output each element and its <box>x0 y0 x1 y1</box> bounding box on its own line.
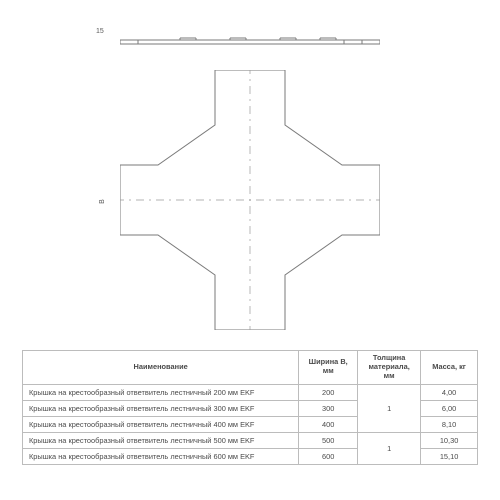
cell-width: 400 <box>299 416 358 432</box>
cell-thickness: 1 <box>358 432 421 464</box>
table-header-row: Наименование Ширина B, мм Толщина матери… <box>23 351 478 385</box>
cell-mass: 8,10 <box>421 416 478 432</box>
cell-width: 500 <box>299 432 358 448</box>
header-thickness: Толщина материала, мм <box>358 351 421 385</box>
header-width: Ширина B, мм <box>299 351 358 385</box>
cell-name: Крышка на крестообразный ответвитель лес… <box>23 384 299 400</box>
table-body: Крышка на крестообразный ответвитель лес… <box>23 384 478 464</box>
cell-width: 300 <box>299 400 358 416</box>
table-row: Крышка на крестообразный ответвитель лес… <box>23 432 478 448</box>
cell-name: Крышка на крестообразный ответвитель лес… <box>23 416 299 432</box>
cell-name: Крышка на крестообразный ответвитель лес… <box>23 448 299 464</box>
top-profile-view <box>120 30 380 50</box>
dimension-height-label: 15 <box>96 28 104 35</box>
cell-width: 200 <box>299 384 358 400</box>
table-row: Крышка на крестообразный ответвитель лес… <box>23 384 478 400</box>
cell-thickness: 1 <box>358 384 421 432</box>
header-name: Наименование <box>23 351 299 385</box>
specification-table: Наименование Ширина B, мм Толщина матери… <box>22 350 478 465</box>
cell-name: Крышка на крестообразный ответвитель лес… <box>23 400 299 416</box>
cell-mass: 15,10 <box>421 448 478 464</box>
cell-mass: 10,30 <box>421 432 478 448</box>
cell-name: Крышка на крестообразный ответвитель лес… <box>23 432 299 448</box>
dimension-width-label: B <box>99 199 106 204</box>
cell-width: 600 <box>299 448 358 464</box>
cell-mass: 6,00 <box>421 400 478 416</box>
cell-mass: 4,00 <box>421 384 478 400</box>
technical-drawing: 15 B <box>60 30 440 330</box>
cross-plan-view <box>120 70 380 330</box>
header-mass: Масса, кг <box>421 351 478 385</box>
